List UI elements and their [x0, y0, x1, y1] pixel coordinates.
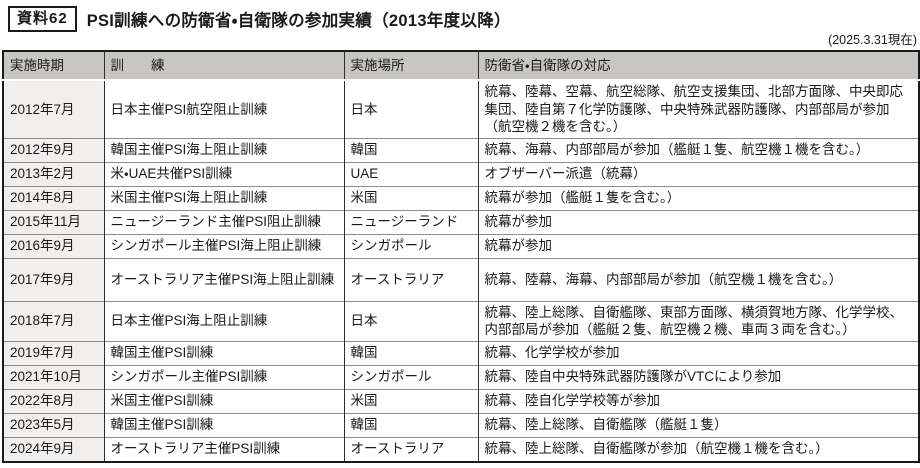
- cell-location: シンガポール: [343, 233, 478, 259]
- table-row: 2022年8月 米国主催PSI訓練 米国 統幕、陸自化学学校等が参加: [3, 388, 919, 414]
- cell-date: 2017年9月: [3, 257, 104, 302]
- cell-training: 日本主催PSI航空阻止訓練: [103, 80, 344, 139]
- cell-training: 米国主催PSI訓練: [103, 388, 344, 414]
- cell-location: 韓国: [343, 137, 478, 163]
- table-header-row: 実施時期訓 練実施場所 防衛省・自衛隊の対応: [3, 51, 919, 81]
- cell-training: 米・UAE共催PSI訓練: [103, 161, 344, 187]
- cell-response: 統幕、陸上総隊、自衛艦隊（艦艇１隻）: [477, 412, 919, 438]
- cell-response: 統幕、化学学校が参加: [477, 340, 919, 366]
- cell-response: 統幕、陸幕、空幕、航空総隊、航空支援集団、北部方面隊、中央即応集団、陸自第７化学…: [477, 80, 919, 139]
- cell-training: 韓国主催PSI訓練: [103, 340, 344, 366]
- cell-location: シンガポール: [343, 364, 478, 390]
- table-row: 2012年7月 日本主催PSI航空阻止訓練 日本 統幕、陸幕、空幕、航空総隊、航空支援…: [3, 80, 919, 139]
- cell-date: 2016年9月: [3, 233, 104, 259]
- page-header: 資料62 PSI訓練への防衛省・自衛隊の参加実績（2013年度以降）: [8, 6, 920, 32]
- cell-response: 統幕、海幕、内部部局が参加（艦艇１隻、航空機１機を含む。）: [477, 137, 919, 163]
- table-row: 2016年9月 シンガポール主催PSI海上阻止訓練 シンガポール 統幕が参加: [3, 233, 919, 259]
- cell-response: 統幕が参加: [477, 233, 919, 259]
- cell-location: 米国: [343, 185, 478, 211]
- cell-location: オーストラリア: [343, 436, 478, 462]
- page-title: PSI訓練への防衛省・自衛隊の参加実績（2013年度以降）: [86, 12, 511, 30]
- cell-training: 日本主催PSI海上阻止訓練: [103, 300, 344, 342]
- table-row: 2021年10月 シンガポール主催PSI訓練 シンガポール 統幕、陸自中央特殊武器防護…: [3, 364, 919, 390]
- table-row: 2012年9月 韓国主催PSI海上阻止訓練 韓国 統幕、海幕、内部部局が参加（艦艇１隻…: [3, 137, 919, 163]
- cell-training: シンガポール主催PSI訓練: [103, 364, 344, 390]
- as-of-date: (2025.3.31現在): [828, 33, 917, 47]
- document-label: 資料62: [8, 6, 77, 32]
- cell-date: 2023年5月: [3, 412, 104, 438]
- cell-location: ニュージーランド: [343, 209, 478, 235]
- table-row: 2013年2月 米・UAE共催PSI訓練 UAE オブザーバー派遣（統幕）: [3, 161, 919, 187]
- cell-response: オブザーバー派遣（統幕）: [477, 161, 919, 187]
- cell-date: 2022年8月: [3, 388, 104, 414]
- cell-location: 日本: [343, 80, 478, 139]
- cell-response: 統幕、陸上総隊、自衛艦隊、東部方面隊、横須賀地方隊、化学学校、内部部局が参加（艦…: [477, 300, 919, 342]
- cell-training: 韓国主催PSI海上阻止訓練: [103, 137, 344, 163]
- cell-training: オーストラリア主催PSI訓練: [103, 436, 344, 462]
- cell-training: オーストラリア主催PSI海上阻止訓練: [103, 257, 344, 302]
- table-row: 2023年5月 韓国主催PSI訓練 韓国 統幕、陸上総隊、自衛艦隊（艦艇１隻）: [3, 412, 919, 438]
- column-header-response: 防衛省・自衛隊の対応: [477, 51, 919, 81]
- column-header-date: 実施時期: [3, 51, 104, 81]
- cell-location: オーストラリア: [343, 257, 478, 302]
- cell-location: 韓国: [343, 340, 478, 366]
- cell-location: 日本: [343, 300, 478, 342]
- cell-date: 2014年8月: [3, 185, 104, 211]
- cell-response: 統幕が参加: [477, 209, 919, 235]
- cell-date: 2013年2月: [3, 161, 104, 187]
- table-row: 2017年9月 オーストラリア主催PSI海上阻止訓練 オーストラリア 統幕、陸幕、海幕…: [3, 257, 919, 302]
- cell-date: 2021年10月: [3, 364, 104, 390]
- cell-response: 統幕が参加（艦艇１隻を含む。）: [477, 185, 919, 211]
- cell-response: 統幕、陸自化学学校等が参加: [477, 388, 919, 414]
- table-body: 2012年7月 日本主催PSI航空阻止訓練 日本 統幕、陸幕、空幕、航空総隊、航空支援…: [3, 80, 919, 462]
- psi-training-table: 実施時期訓 練実施場所 防衛省・自衛隊の対応 2012年7月 日本主催PSI航空阻止…: [2, 50, 920, 463]
- cell-location: 米国: [343, 388, 478, 414]
- column-header-training: 訓 練: [103, 51, 344, 81]
- column-header-location: 実施場所: [343, 51, 478, 81]
- cell-date: 2018年7月: [3, 300, 104, 342]
- cell-training: シンガポール主催PSI海上阻止訓練: [103, 233, 344, 259]
- table-row: 2024年9月 オーストラリア主催PSI訓練 オーストラリア 統幕、陸上総隊、自衛艦隊…: [3, 436, 919, 462]
- table-row: 2015年11月 ニュージーランド主催PSI阻止訓練 ニュージーランド 統幕が参加: [3, 209, 919, 235]
- cell-location: 韓国: [343, 412, 478, 438]
- cell-date: 2012年9月: [3, 137, 104, 163]
- cell-training: 米国主催PSI海上阻止訓練: [103, 185, 344, 211]
- cell-training: 韓国主催PSI訓練: [103, 412, 344, 438]
- cell-date: 2012年7月: [3, 80, 104, 139]
- cell-location: UAE: [343, 161, 478, 187]
- cell-training: ニュージーランド主催PSI阻止訓練: [103, 209, 344, 235]
- cell-response: 統幕、陸上総隊、自衛艦隊が参加（航空機１機を含む。）: [477, 436, 919, 462]
- table-row: 2018年7月 日本主催PSI海上阻止訓練 日本 統幕、陸上総隊、自衛艦隊、東部方面隊…: [3, 300, 919, 342]
- table-row: 2014年8月 米国主催PSI海上阻止訓練 米国 統幕が参加（艦艇１隻を含む。）: [3, 185, 919, 211]
- cell-response: 統幕、陸自中央特殊武器防護隊がVTCにより参加: [477, 364, 919, 390]
- cell-date: 2024年9月: [3, 436, 104, 462]
- cell-date: 2015年11月: [3, 209, 104, 235]
- cell-response: 統幕、陸幕、海幕、内部部局が参加（航空機１機を含む。）: [477, 257, 919, 302]
- cell-date: 2019年7月: [3, 340, 104, 366]
- table-row: 2019年7月 韓国主催PSI訓練 韓国 統幕、化学学校が参加: [3, 340, 919, 366]
